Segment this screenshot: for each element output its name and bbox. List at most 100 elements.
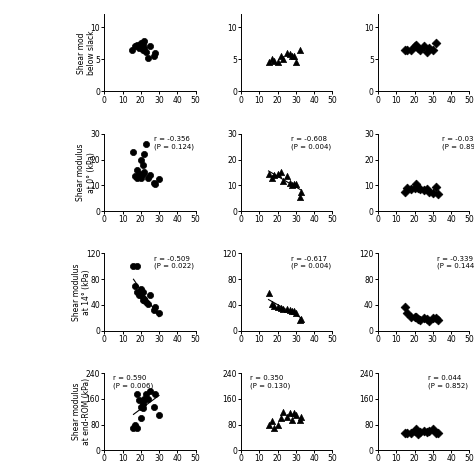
Point [287,50,294,58]
Point [277,414,285,422]
Point [435,316,442,324]
Point [410,427,418,435]
Point [131,421,139,428]
Point [146,292,154,299]
Text: r = -0.031
(P = 0.895): r = -0.031 (P = 0.895) [442,136,474,150]
Point [131,173,139,180]
Point [264,421,272,428]
Point [416,428,424,436]
Point [152,303,159,310]
Point [292,180,300,188]
Point [401,303,409,310]
Point [429,426,437,433]
Text: r = -0.509
(P = 0.022): r = -0.509 (P = 0.022) [155,256,194,269]
Point [139,400,146,408]
Point [274,303,282,310]
Point [141,395,148,402]
Point [423,185,431,193]
Point [152,49,159,56]
Point [268,418,276,425]
Point [135,292,143,299]
Point [146,43,154,50]
Point [416,185,424,193]
Point [137,156,145,164]
Point [144,395,152,402]
Point [268,55,276,63]
Point [407,313,415,320]
Point [139,46,146,54]
Point [133,263,141,270]
Point [141,295,148,302]
Point [137,39,145,47]
Point [279,408,287,416]
Point [150,306,157,314]
Point [435,191,442,198]
Point [131,43,139,50]
Point [155,175,163,182]
Point [433,429,440,437]
Text: r = 0.350
(P = 0.130): r = 0.350 (P = 0.130) [250,375,291,389]
Text: r = -0.339
(P = 0.144): r = -0.339 (P = 0.144) [438,256,474,269]
Point [139,161,146,169]
Point [133,166,141,173]
Point [403,309,411,317]
Point [423,428,431,436]
Point [139,297,146,304]
Point [133,288,141,296]
Point [150,403,157,410]
Text: r = -0.608
(P = 0.004): r = -0.608 (P = 0.004) [292,136,331,150]
Point [143,298,150,306]
Point [433,183,440,191]
Point [289,416,296,424]
Y-axis label: Shear modulus
at 0° (kPa): Shear modulus at 0° (kPa) [76,144,96,201]
Text: r = 0.044
(P = 0.852): r = 0.044 (P = 0.852) [428,375,468,389]
Point [150,179,157,187]
Point [135,170,143,178]
Point [401,429,409,437]
Point [290,52,298,60]
Text: r = -0.617
(P = 0.004): r = -0.617 (P = 0.004) [292,256,331,269]
Point [407,46,415,54]
Point [296,46,303,54]
Point [420,314,428,321]
Point [274,421,282,428]
Point [296,416,303,424]
Point [141,44,148,52]
Point [135,44,143,52]
Point [131,282,139,290]
Point [264,170,272,178]
Point [292,309,300,317]
Point [403,429,411,437]
Point [139,288,146,296]
Point [133,41,141,49]
Point [277,304,285,312]
Point [268,174,276,182]
Point [425,427,433,435]
Point [137,285,145,292]
Y-axis label: Shear modulus
at 14° (kPa): Shear modulus at 14° (kPa) [72,264,91,321]
Point [416,316,424,324]
Point [290,308,298,315]
Point [290,180,298,188]
Point [264,290,272,297]
Point [423,315,431,323]
Point [283,306,291,313]
Point [139,170,146,178]
Point [416,46,424,54]
Point [155,411,163,419]
Point [141,297,148,304]
Point [401,46,409,54]
Point [279,178,287,185]
Point [270,171,278,179]
Point [298,315,305,323]
Point [141,169,148,176]
Point [144,54,152,62]
Point [435,429,442,437]
Point [155,310,163,317]
Point [135,397,143,404]
Point [403,46,411,54]
Point [287,306,294,314]
Point [130,263,137,270]
Point [277,52,285,60]
Point [150,52,157,60]
